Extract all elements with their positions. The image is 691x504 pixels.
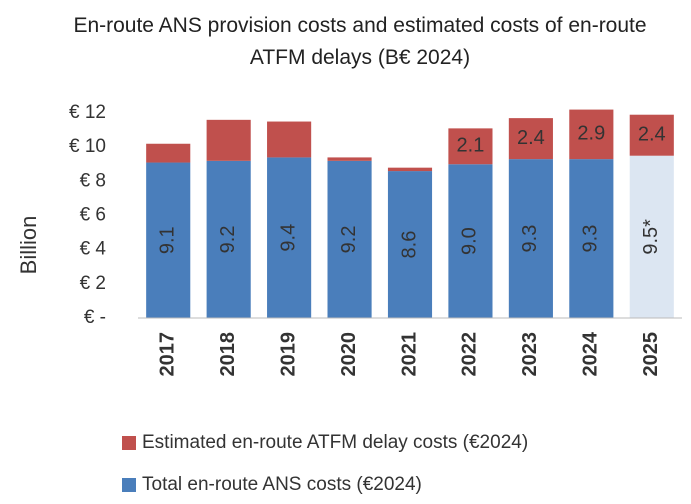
legend-swatch (122, 436, 136, 450)
bar-segment (146, 143, 191, 163)
y-tick-label: € 12 (69, 102, 106, 123)
bar-segment (629, 155, 674, 318)
chart-title: En-route ANS provision costs and estimat… (73, 14, 647, 69)
bar-segment (327, 160, 372, 318)
x-tick-label: 2024 (580, 331, 602, 376)
y-tick-label: € 10 (69, 136, 106, 157)
bar-segment (267, 157, 312, 318)
x-tick-label: 2022 (459, 332, 481, 377)
data-label: 2.4 (638, 123, 666, 145)
data-label: 2.9 (577, 123, 605, 145)
x-tick-label: 2021 (398, 332, 420, 377)
legend-swatch (122, 478, 136, 492)
bar-segment (387, 167, 433, 172)
data-label: 9.2 (217, 226, 239, 254)
bar-segment (387, 171, 433, 318)
bar-segment (206, 160, 251, 318)
y-axis-label: Billion (16, 216, 41, 275)
y-tick-label: € - (84, 307, 106, 328)
bar-segment (448, 128, 493, 165)
y-tick-label: € 4 (80, 239, 107, 260)
y-tick-label: € 6 (80, 205, 106, 226)
x-tick-label: 2017 (157, 332, 179, 377)
x-tick-label: 2019 (277, 332, 299, 377)
data-label: 9.3 (580, 225, 602, 253)
bar-segment (448, 164, 493, 318)
data-label: 2.4 (517, 127, 545, 149)
data-label: 9.1 (157, 226, 179, 254)
x-tick-label: 2018 (217, 332, 239, 377)
data-label: 2.1 (457, 135, 485, 157)
bar-segment (569, 109, 614, 160)
x-tick-label: 2023 (519, 332, 541, 377)
bar-segment (569, 159, 614, 318)
data-label: 9.5* (640, 219, 662, 255)
y-tick-label: € 8 (80, 170, 106, 191)
bar-segment (629, 114, 674, 156)
bar-segment (508, 118, 553, 160)
x-tick-label: 2020 (338, 332, 360, 377)
data-label: 9.4 (277, 224, 299, 252)
data-label: 9.3 (519, 225, 541, 253)
data-label: 9.0 (459, 227, 481, 255)
bar-segment (327, 157, 372, 161)
bar-segment (267, 121, 312, 158)
bar-segment (206, 119, 251, 161)
bar-segment (508, 159, 553, 318)
y-tick-label: € 2 (80, 273, 106, 294)
x-tick-label: 2025 (640, 332, 662, 377)
legend-label: Estimated en-route ATFM delay costs (€20… (142, 432, 528, 453)
bar-segment (146, 162, 191, 318)
data-label: 9.2 (338, 226, 360, 254)
legend-label: Total en-route ANS costs (€2024) (142, 474, 422, 495)
data-label: 8.6 (398, 231, 420, 259)
